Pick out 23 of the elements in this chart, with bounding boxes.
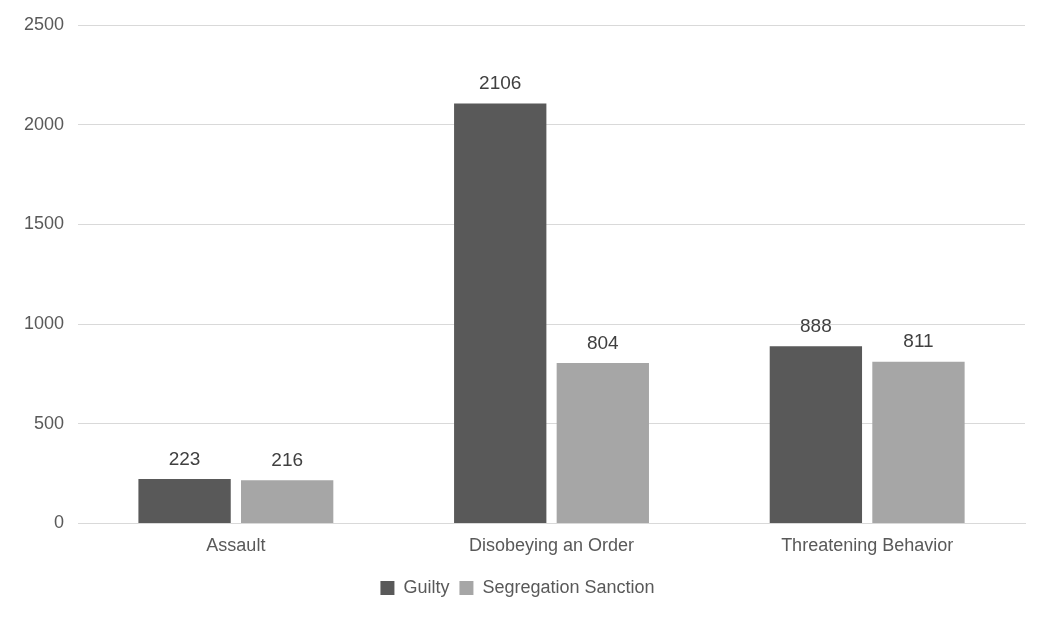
data-label: 2106 [479, 72, 522, 94]
bar [556, 363, 649, 523]
y-tick-label: 2000 [24, 113, 65, 134]
y-tick-label: 1500 [24, 213, 65, 234]
x-tick-label: Assault [206, 535, 266, 556]
bar [138, 478, 231, 523]
data-label: 223 [168, 447, 201, 469]
y-tick-label: 1000 [24, 313, 65, 334]
y-tick-label: 500 [34, 412, 65, 433]
y-tick-label: 0 [54, 512, 65, 533]
bar [769, 346, 863, 523]
bar [872, 361, 965, 523]
bar [454, 103, 547, 523]
bar [241, 480, 334, 523]
y-tick-label: 2500 [24, 13, 65, 34]
data-label: 888 [800, 315, 832, 337]
data-label: 216 [271, 449, 304, 471]
legend-label: Segregation Sanction [482, 576, 655, 597]
x-tick-label: Disobeying an Order [468, 535, 635, 556]
data-label: 804 [586, 331, 620, 353]
data-label: 811 [903, 330, 934, 352]
x-tick-label: Threatening Behavior [781, 535, 954, 556]
legend-label: Guilty [403, 576, 450, 597]
